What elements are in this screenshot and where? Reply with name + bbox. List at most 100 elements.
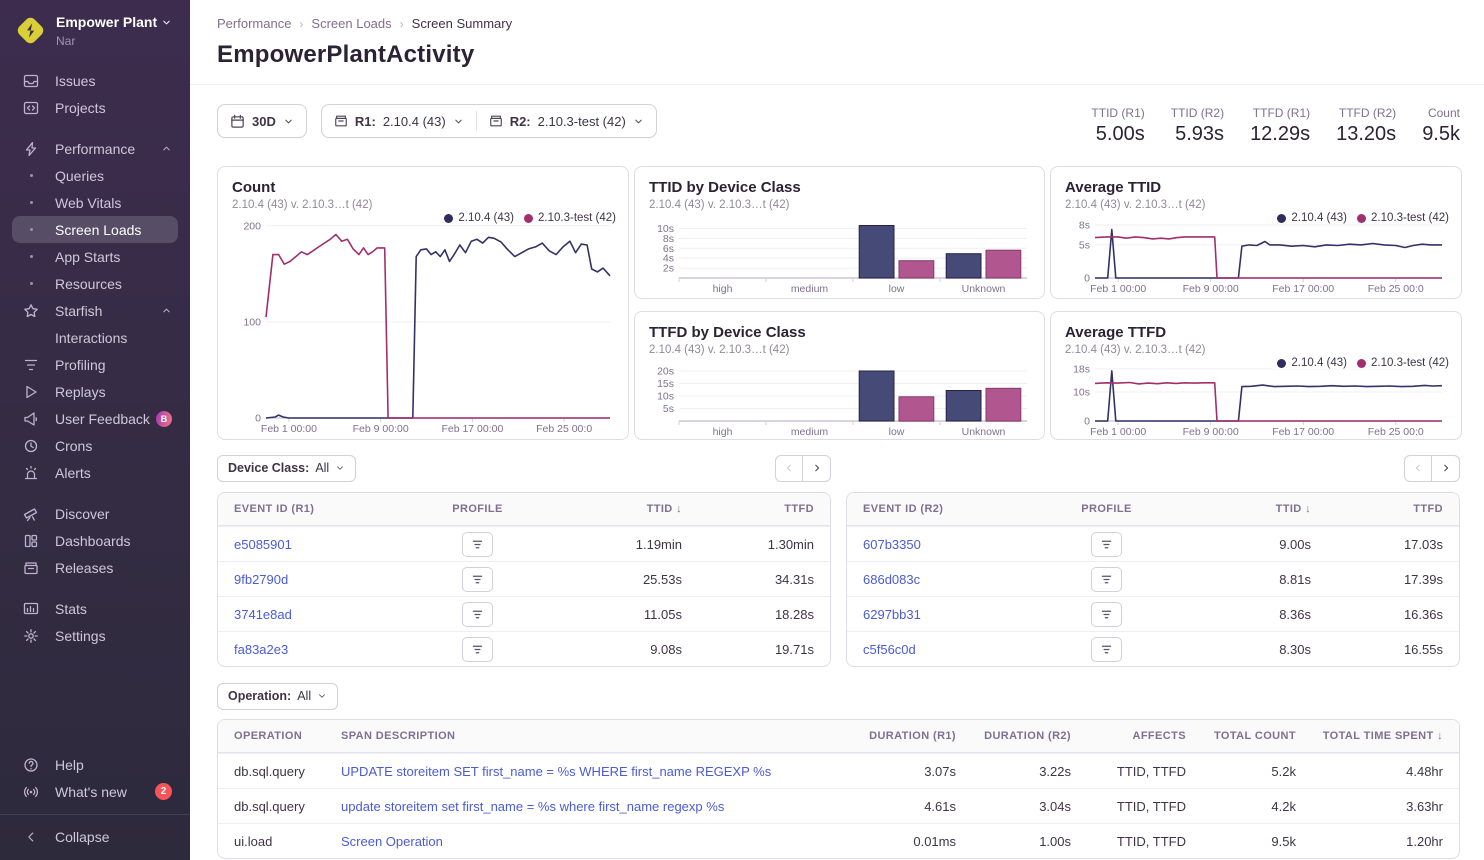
metric-value: 9.5k	[1422, 123, 1460, 145]
dashboards-icon	[22, 533, 40, 549]
event-id-link[interactable]: 607b3350	[863, 536, 921, 552]
column-header-event-id[interactable]: EVENT ID (R2)	[863, 503, 944, 515]
sidebar-item-replays[interactable]: Replays	[12, 378, 178, 405]
sidebar-item-crons[interactable]: Crons	[12, 432, 178, 459]
sidebar-item-starfish[interactable]: Starfish	[12, 297, 178, 324]
sidebar-item-alerts[interactable]: Alerts	[12, 459, 178, 486]
legend-dot	[1357, 358, 1367, 368]
operation-filter[interactable]: Operation: All	[217, 682, 339, 710]
affects-value[interactable]: TTID, TTFD	[1116, 798, 1186, 814]
legend-item[interactable]: 2.10.3-test (42)	[1357, 212, 1449, 224]
legend-dot	[444, 213, 454, 223]
event-id-link[interactable]: fa83a2e3	[234, 641, 289, 657]
legend-item[interactable]: 2.10.4 (43)	[444, 212, 514, 224]
view-profile-button[interactable]	[1091, 601, 1122, 627]
ttid-value: 8.36s	[1279, 606, 1311, 622]
sidebar-item-web-vitals[interactable]: Web Vitals	[12, 189, 178, 216]
metric-value: 12.29s	[1250, 123, 1311, 145]
column-header-total-time-spent[interactable]: TOTAL TIME SPENT ↓	[1322, 730, 1443, 742]
column-header-ttfd[interactable]: TTFD	[1413, 503, 1443, 515]
column-header-event-id[interactable]: EVENT ID (R1)	[234, 503, 315, 515]
view-profile-button[interactable]	[462, 566, 493, 592]
breadcrumb-screen-loads[interactable]: Screen Loads	[311, 16, 392, 31]
svg-text:Feb 9 00:00: Feb 9 00:00	[1183, 426, 1239, 437]
total-time-spent-value[interactable]: 4.48hr	[1406, 763, 1443, 779]
affects-value[interactable]: TTID, TTFD	[1116, 763, 1186, 779]
next-page-button[interactable]	[803, 454, 831, 482]
breadcrumb-performance[interactable]: Performance	[217, 16, 292, 31]
sidebar-item-profiling[interactable]: Profiling	[12, 351, 178, 378]
view-profile-button[interactable]	[1091, 636, 1122, 662]
device-class-filter[interactable]: Device Class: All	[217, 454, 357, 482]
sidebar-item-stats[interactable]: Stats	[12, 595, 178, 622]
sidebar-group: Stats Settings	[0, 595, 190, 649]
sidebar-item-dashboards[interactable]: Dashboards	[12, 527, 178, 554]
previous-page-button[interactable]	[1404, 454, 1432, 482]
legend-item[interactable]: 2.10.4 (43)	[1277, 357, 1347, 369]
span-description-link[interactable]: UPDATE storeitem SET first_name = %s WHE…	[341, 763, 772, 779]
column-header-total-count[interactable]: TOTAL COUNT	[1213, 730, 1296, 742]
date-range-selector[interactable]: 30D	[217, 104, 307, 138]
total-time-spent-value[interactable]: 1.20hr	[1406, 833, 1443, 849]
event-id-link[interactable]: e5085901	[234, 536, 292, 552]
release-2-selector[interactable]: R2: 2.10.3-test (42)	[476, 105, 656, 137]
event-id-link[interactable]: 3741e8ad	[234, 606, 292, 622]
sidebar-item-issues[interactable]: Issues	[12, 67, 178, 94]
sidebar-item-help[interactable]: Help	[12, 751, 178, 778]
view-profile-button[interactable]	[1091, 531, 1122, 557]
sidebar-item-discover[interactable]: Discover	[12, 500, 178, 527]
sidebar-item-resources[interactable]: Resources	[12, 270, 178, 297]
column-header-span-description[interactable]: SPAN DESCRIPTION	[341, 730, 456, 742]
sidebar-item-performance[interactable]: Performance	[12, 135, 178, 162]
affects-value[interactable]: TTID, TTFD	[1116, 833, 1186, 849]
release-icon	[335, 115, 347, 127]
segment-divider	[475, 111, 477, 131]
legend-item[interactable]: 2.10.4 (43)	[1277, 212, 1347, 224]
span-description-link[interactable]: Screen Operation	[341, 833, 443, 849]
legend-item[interactable]: 2.10.3-test (42)	[524, 212, 616, 224]
next-page-button[interactable]	[1432, 454, 1460, 482]
column-header-ttid[interactable]: TTID ↓	[646, 503, 682, 515]
column-header-operation[interactable]: OPERATION	[234, 730, 303, 742]
sidebar-item-releases[interactable]: Releases	[12, 554, 178, 581]
event-id-link[interactable]: 6297bb31	[863, 606, 921, 622]
event-id-link[interactable]: c5f56c0d	[863, 641, 916, 657]
svg-text:high: high	[713, 283, 733, 294]
column-header-duration-r2[interactable]: DURATION (R2)	[984, 730, 1071, 742]
ttid-value: 11.05s	[643, 606, 682, 622]
org-switcher[interactable]: Empower Plant Nar	[0, 0, 190, 49]
span-description-link[interactable]: update storeitem set first_name = %s whe…	[341, 798, 725, 814]
event-id-link[interactable]: 9fb2790d	[234, 571, 289, 587]
sidebar-item-settings[interactable]: Settings	[12, 622, 178, 649]
column-header-duration-r1[interactable]: DURATION (R1)	[869, 730, 956, 742]
legend-dot	[1277, 358, 1287, 368]
svg-text:0: 0	[1084, 416, 1090, 428]
event-table-row: e5085901 1.19min 1.30min	[218, 526, 830, 561]
svg-text:5s: 5s	[663, 403, 674, 415]
sidebar-item-whats-new[interactable]: What's new 2	[12, 778, 178, 805]
total-time-spent-value[interactable]: 3.63hr	[1406, 798, 1443, 814]
sidebar-item-interactions[interactable]: Interactions	[12, 324, 178, 351]
view-profile-button[interactable]	[1091, 566, 1122, 592]
sidebar-item-queries[interactable]: Queries	[12, 162, 178, 189]
event-id-link[interactable]: 686d083c	[863, 571, 921, 587]
sidebar-item-collapse[interactable]: Collapse	[12, 823, 178, 850]
legend-item[interactable]: 2.10.3-test (42)	[1357, 357, 1449, 369]
column-header-ttid[interactable]: TTID ↓	[1275, 503, 1311, 515]
view-profile-button[interactable]	[462, 636, 493, 662]
chevron-down-icon	[319, 694, 326, 698]
releases-icon	[24, 561, 38, 574]
sidebar-item-app-starts[interactable]: App Starts	[12, 243, 178, 270]
sidebar-item-projects[interactable]: Projects	[12, 94, 178, 121]
view-profile-button[interactable]	[462, 531, 493, 557]
duration-r1-value: 0.01ms	[913, 833, 956, 849]
sidebar-item-screen-loads[interactable]: Screen Loads	[12, 216, 178, 243]
column-header-affects[interactable]: AFFECTS	[1132, 730, 1186, 742]
view-profile-button[interactable]	[462, 601, 493, 627]
sidebar-item-user-feedback[interactable]: User Feedback B	[12, 405, 178, 432]
column-header-ttfd[interactable]: TTFD	[784, 503, 814, 515]
previous-page-button[interactable]	[775, 454, 803, 482]
duration-r1-value: 3.07s	[924, 763, 956, 779]
legend-dot	[524, 213, 534, 223]
release-1-selector[interactable]: R1: 2.10.4 (43)	[321, 105, 476, 137]
